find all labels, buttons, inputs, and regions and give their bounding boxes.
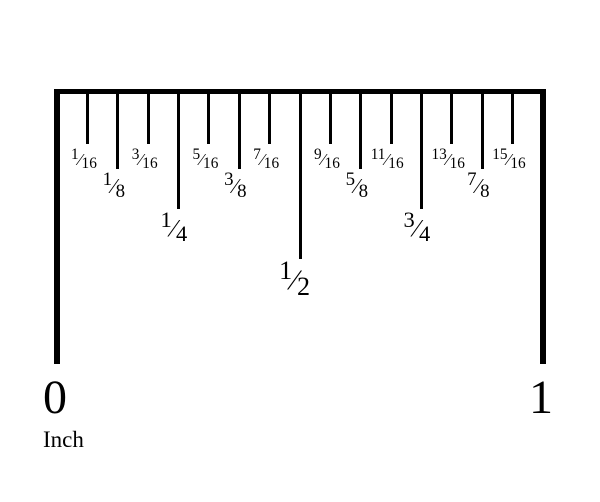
fraction-numerator: 5 xyxy=(346,171,355,190)
fraction-numerator: 1 xyxy=(71,147,79,162)
fraction-label-1-4: 1⁄4 xyxy=(161,215,188,240)
tick-5-8 xyxy=(359,94,362,169)
fraction-denominator: 16 xyxy=(82,156,97,171)
fraction-denominator: 8 xyxy=(116,183,125,202)
fraction-numerator: 13 xyxy=(431,147,446,162)
fraction-label-1-2: 1⁄2 xyxy=(279,265,310,294)
fraction-label-5-16: 5⁄16 xyxy=(193,150,219,167)
fraction-label-3-8: 3⁄8 xyxy=(224,175,246,197)
fraction-denominator: 8 xyxy=(480,183,489,202)
fraction-denominator: 8 xyxy=(359,183,368,202)
tick-7-8 xyxy=(481,94,484,169)
fraction-numerator: 15 xyxy=(492,147,507,162)
end-label-0: 0 xyxy=(43,374,67,422)
ruler-diagram: 1⁄16 1⁄8 3⁄16 1⁄4 5⁄16 3⁄8 7⁄16 1⁄2 9⁄16 5⁄811⁄16… xyxy=(0,0,600,502)
fraction-label-3-16: 3⁄16 xyxy=(132,150,158,167)
fraction-label-9-16: 9⁄16 xyxy=(314,150,340,167)
fraction-label-15-16: 15⁄16 xyxy=(492,150,525,167)
fraction-numerator: 3 xyxy=(132,147,140,162)
tick-7-16 xyxy=(268,94,271,144)
fraction-label-5-8: 5⁄8 xyxy=(346,175,368,197)
fraction-denominator: 2 xyxy=(297,274,310,300)
fraction-label-7-8: 7⁄8 xyxy=(467,175,489,197)
end-label-1: 1 xyxy=(529,374,553,422)
fraction-denominator: 16 xyxy=(264,156,279,171)
tick-13-16 xyxy=(450,94,453,144)
fraction-denominator: 16 xyxy=(388,156,403,171)
fraction-numerator: 3 xyxy=(404,209,415,232)
fraction-numerator: 11 xyxy=(371,147,386,162)
fraction-denominator: 8 xyxy=(237,183,246,202)
fraction-numerator: 1 xyxy=(279,258,292,284)
tick-15-16 xyxy=(511,94,514,144)
fraction-denominator: 16 xyxy=(450,156,465,171)
fraction-label-1-8: 1⁄8 xyxy=(103,175,125,197)
tick-1-8 xyxy=(116,94,119,169)
end-tick-left xyxy=(54,89,60,364)
fraction-label-7-16: 7⁄16 xyxy=(253,150,279,167)
tick-3-16 xyxy=(147,94,150,144)
fraction-denominator: 16 xyxy=(510,156,525,171)
fraction-label-13-16: 13⁄16 xyxy=(431,150,464,167)
tick-3-4 xyxy=(420,94,423,209)
fraction-numerator: 7 xyxy=(253,147,261,162)
fraction-numerator: 5 xyxy=(193,147,201,162)
fraction-label-11-16: 11⁄16 xyxy=(371,150,404,167)
fraction-denominator: 16 xyxy=(142,156,157,171)
fraction-numerator: 7 xyxy=(467,171,476,190)
tick-1-2 xyxy=(299,94,302,259)
tick-11-16 xyxy=(390,94,393,144)
fraction-numerator: 3 xyxy=(224,171,233,190)
fraction-numerator: 1 xyxy=(103,171,112,190)
fraction-label-3-4: 3⁄4 xyxy=(404,215,431,240)
fraction-numerator: 1 xyxy=(161,209,172,232)
end-tick-right xyxy=(540,89,546,364)
fraction-denominator: 16 xyxy=(203,156,218,171)
tick-5-16 xyxy=(207,94,210,144)
fraction-label-1-16: 1⁄16 xyxy=(71,150,97,167)
tick-3-8 xyxy=(238,94,241,169)
fraction-denominator: 16 xyxy=(325,156,340,171)
fraction-denominator: 4 xyxy=(419,223,430,246)
tick-1-16 xyxy=(86,94,89,144)
unit-label: Inch xyxy=(43,428,84,451)
fraction-numerator: 9 xyxy=(314,147,322,162)
fraction-denominator: 4 xyxy=(176,223,187,246)
tick-9-16 xyxy=(329,94,332,144)
tick-1-4 xyxy=(177,94,180,209)
